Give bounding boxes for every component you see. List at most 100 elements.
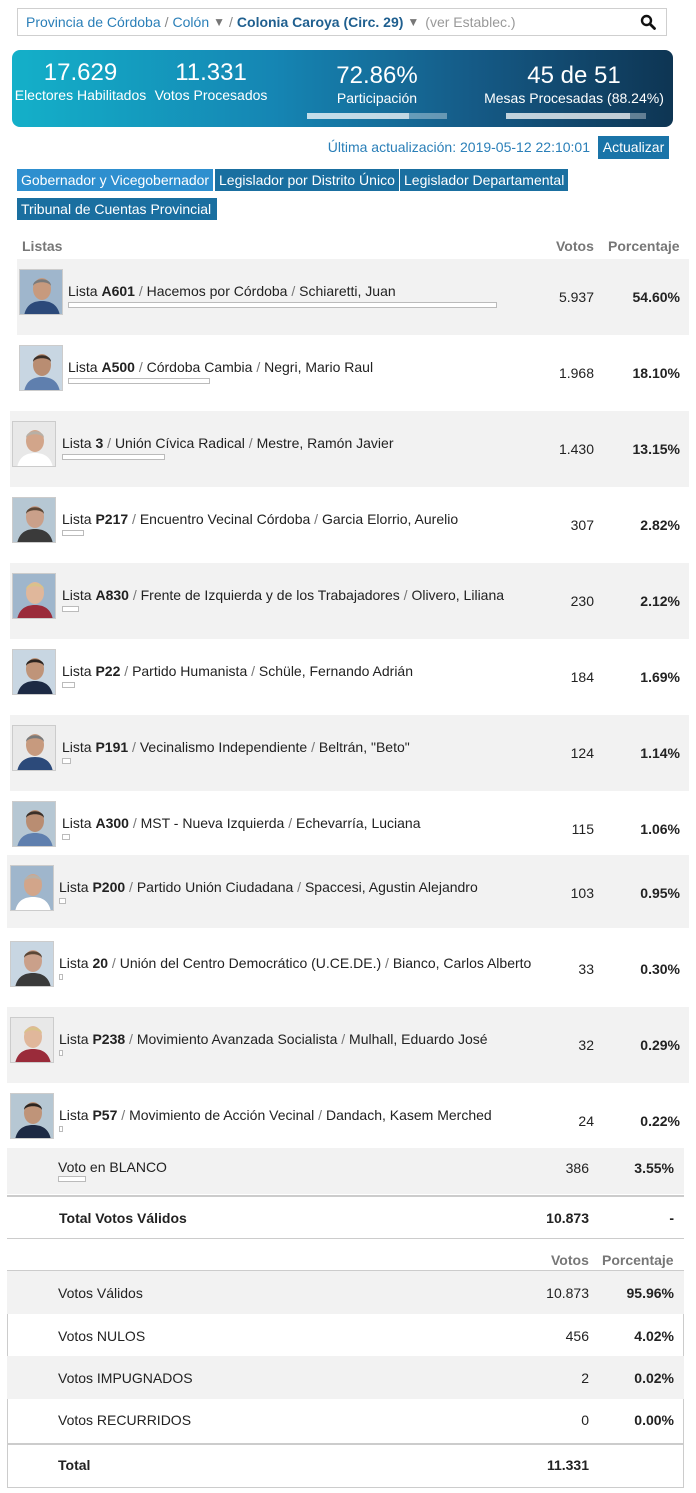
candidate-row: Lista 20 / Unión del Centro Democrático … [7, 931, 689, 1007]
participacion-stat: 72.86% Participación [307, 63, 447, 119]
candidate-votes: 115 [571, 821, 594, 837]
summary-label: Votos Válidos [58, 1285, 143, 1301]
candidate-list-code: A500 [101, 359, 135, 375]
candidate-name: Beltrán, "Beto" [318, 739, 410, 755]
grand-total-votes: 11.331 [546, 1457, 589, 1473]
breadcrumb-province-link[interactable]: Provincia de Córdoba [26, 14, 161, 30]
tab-gobernador[interactable]: Gobernador y Vicegobernador [17, 169, 213, 191]
candidate-name: Echevarría, Luciana [295, 815, 421, 831]
candidate-list-code: 3 [95, 435, 104, 451]
candidate-name: Garcia Elorrio, Aurelio [321, 511, 459, 527]
candidate-row: Lista P57 / Movimiento de Acción Vecinal… [7, 1083, 689, 1159]
candidate-row: Lista A500 / Córdoba Cambia / Negri, Mar… [17, 335, 689, 411]
candidate-list-prefix: Lista [59, 1031, 89, 1047]
votos-procesados-label: Votos Procesados [154, 87, 268, 103]
candidate-row: Lista 3 / Unión Cívica Radical / Mestre,… [10, 411, 689, 487]
candidate-pct: 1.69% [640, 669, 680, 685]
vote-share-bar [62, 454, 165, 460]
valid-total-label: Total Votos Válidos [59, 1210, 187, 1226]
slash-separator: / [310, 511, 322, 527]
summary-row: Votos IMPUGNADOS 2 0.02% [7, 1356, 684, 1399]
candidate-label: Lista A300 / MST - Nueva Izquierda / Ech… [62, 815, 421, 831]
candidate-row: Lista A601 / Hacemos por Córdoba / Schia… [17, 259, 689, 335]
candidate-list-prefix: Lista [62, 815, 92, 831]
candidate-photo [19, 269, 63, 315]
chevron-down-icon[interactable]: ▼ [213, 15, 226, 29]
search-icon[interactable] [640, 14, 656, 30]
candidate-label: Lista A830 / Frente de Izquierda y de lo… [62, 587, 504, 603]
blank-vote-pct: 3.55% [634, 1160, 674, 1176]
candidate-list-prefix: Lista [68, 359, 98, 375]
breadcrumb: Provincia de Córdoba / Colón ▼ / Colonia… [17, 8, 667, 36]
porcentaje-header: Porcentaje [608, 238, 680, 254]
tab-tribunal-cuentas[interactable]: Tribunal de Cuentas Provincial [17, 198, 217, 220]
summary-label: Votos IMPUGNADOS [58, 1370, 193, 1386]
candidate-votes: 307 [570, 517, 594, 533]
participacion-bar [307, 113, 447, 119]
candidate-votes: 33 [578, 961, 594, 977]
slash-separator: / [128, 815, 141, 831]
summary-votes: 456 [565, 1328, 589, 1344]
chevron-down-icon[interactable]: ▼ [407, 15, 420, 29]
slash-separator: / [117, 1107, 130, 1123]
candidate-label: Lista P200 / Partido Unión Ciudadana / S… [59, 879, 478, 895]
vote-share-bar [62, 530, 84, 536]
candidate-list-prefix: Lista [59, 879, 89, 895]
grand-total-row: Total 11.331 [7, 1443, 684, 1486]
vote-share-bar [62, 758, 71, 764]
summary-row: Votos RECURRIDOS 0 0.00% [7, 1398, 684, 1441]
summary-pct: 0.02% [634, 1370, 674, 1386]
candidate-votes: 184 [570, 669, 594, 685]
candidate-list-prefix: Lista [59, 955, 89, 971]
summary-pct: 0.00% [634, 1412, 674, 1428]
candidate-list-code: P191 [95, 739, 129, 755]
candidate-photo [12, 801, 56, 847]
candidate-pct: 13.15% [632, 441, 680, 457]
slash-separator: / [134, 359, 147, 375]
candidate-photo [10, 1017, 54, 1063]
slash-separator: / [103, 435, 115, 451]
candidate-name: Bianco, Carlos Alberto [392, 955, 532, 971]
candidate-name: Negri, Mario Raul [264, 359, 374, 375]
candidate-party: MST - Nueva Izquierda [140, 815, 285, 831]
valid-total-votes: 10.873 [546, 1210, 589, 1226]
last-update-text: Última actualización: 2019-05-12 22:10:0… [327, 139, 590, 155]
candidate-label: Lista A500 / Córdoba Cambia / Negri, Mar… [68, 359, 373, 375]
candidate-votes: 5.937 [558, 289, 594, 305]
vote-share-bar [59, 898, 66, 904]
breadcrumb-separator: / [164, 14, 169, 30]
slash-separator: / [252, 359, 265, 375]
candidate-pct: 54.60% [632, 289, 680, 305]
candidate-row: Lista P217 / Encuentro Vecinal Córdoba /… [10, 487, 689, 563]
candidate-votes: 103 [570, 885, 594, 901]
breadcrumb-locality[interactable]: Colonia Caroya (Circ. 29) [236, 14, 404, 30]
slash-separator: / [399, 587, 412, 603]
electores-stat: 17.629 Electores Habilitados [12, 60, 149, 104]
participacion-label: Participación [336, 90, 418, 106]
update-button[interactable]: Actualizar [598, 136, 669, 159]
votos-procesados-value: 11.331 [175, 59, 247, 86]
summary-votos-header: Votos [551, 1252, 589, 1268]
candidate-list-prefix: Lista [68, 283, 98, 299]
establishments-link[interactable]: (ver Establec.) [425, 14, 516, 30]
mesas-value: 45 de 51 [527, 62, 621, 89]
tab-legislador-departamental[interactable]: Legislador Departamental [400, 169, 568, 191]
candidate-list-prefix: Lista [62, 739, 92, 755]
mesas-label: Mesas Procesadas (88.24%) [484, 90, 664, 106]
candidate-party: Hacemos por Córdoba [146, 283, 288, 299]
candidate-name: Schüle, Fernando Adrián [258, 663, 414, 679]
candidate-photo [10, 865, 54, 911]
candidate-party: Encuentro Vecinal Córdoba [139, 511, 311, 527]
slash-separator: / [120, 663, 133, 679]
candidate-list-code: P238 [92, 1031, 126, 1047]
candidate-row: Lista A300 / MST - Nueva Izquierda / Ech… [10, 791, 689, 867]
tab-legislador-distrito[interactable]: Legislador por Distrito Único [215, 169, 399, 191]
candidate-list-code: A300 [95, 815, 129, 831]
candidate-votes: 24 [578, 1113, 594, 1129]
breadcrumb-department-link[interactable]: Colón [172, 14, 210, 30]
summary-votes: 10.873 [546, 1285, 589, 1301]
candidate-votes: 230 [570, 593, 594, 609]
mesas-bar-fill [506, 113, 630, 119]
vote-share-bar [59, 1050, 63, 1056]
slash-separator: / [128, 587, 141, 603]
